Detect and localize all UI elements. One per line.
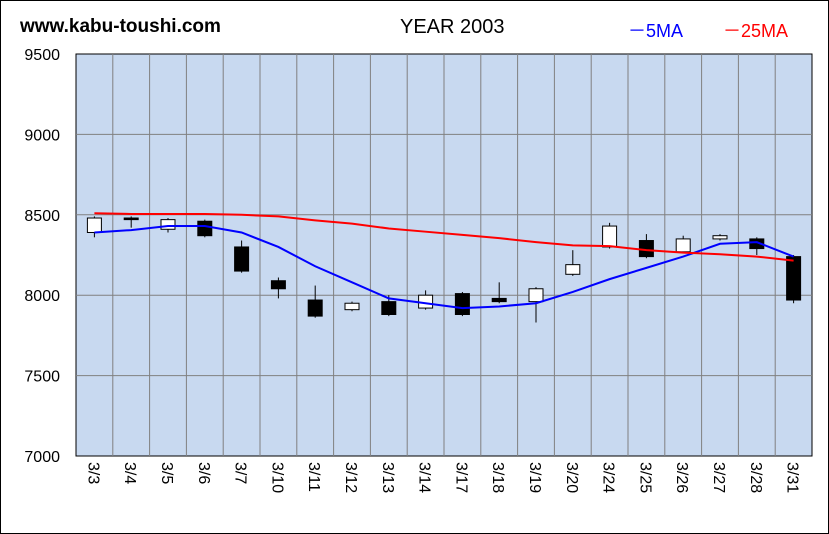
x-tick-label: 3/10: [268, 462, 285, 493]
x-tick-label: 3/4: [121, 462, 138, 484]
candle-down: [491, 297, 507, 303]
candles: [86, 216, 802, 323]
x-tick-label: 3/24: [600, 462, 617, 493]
grid: [76, 54, 812, 456]
x-tick-label: 3/28: [747, 462, 764, 493]
candle-down: [638, 240, 654, 258]
x-tick-label: 3/17: [452, 462, 469, 493]
y-tick-label: 7500: [24, 369, 60, 386]
candle-down: [381, 301, 397, 315]
candle-down: [197, 220, 213, 237]
candle-up: [160, 219, 176, 230]
x-tick-label: 3/31: [784, 462, 801, 493]
chart-title: YEAR 2003: [400, 16, 505, 38]
legend-25ma: －25MA: [723, 21, 789, 41]
y-tick-label: 9500: [24, 47, 60, 64]
y-tick-label: 9000: [24, 127, 60, 144]
candle-up: [528, 288, 544, 303]
candle-down: [786, 256, 802, 301]
y-tick-label: 7000: [24, 449, 60, 466]
ma-line-25ma: [94, 212, 794, 262]
candle-down: [270, 280, 286, 290]
candle-up: [712, 235, 728, 240]
candle-down: [307, 299, 323, 317]
x-tick-label: 3/27: [710, 462, 727, 493]
candle-down: [454, 293, 470, 315]
candle-up: [675, 238, 691, 253]
x-tick-label: 3/13: [379, 462, 396, 493]
candle-down: [234, 246, 250, 272]
candle-up: [565, 264, 581, 275]
x-tick-label: 3/14: [416, 462, 433, 493]
x-axis-ticks: 3/3 3/4 3/5 3/6 3/7 3/10 3/11 3/12 3/13 3/14 3/17 3…: [84, 462, 800, 493]
x-tick-label: 3/7: [232, 462, 249, 484]
x-tick-label: 3/18: [489, 462, 506, 493]
ma-lines: [94, 212, 794, 310]
y-tick-label: 8500: [24, 208, 60, 225]
x-tick-label: 3/5: [158, 462, 175, 484]
candle-up: [86, 217, 102, 233]
x-tick-label: 3/3: [84, 462, 101, 484]
site-title: www.kabu-toushi.com: [20, 16, 221, 37]
legend-5ma: －5MA: [628, 21, 684, 41]
y-axis-ticks: 9500 9000 8500 8000 7500 7000: [24, 47, 60, 466]
candle-down: [749, 238, 765, 250]
y-tick-label: 8000: [24, 288, 60, 305]
x-tick-label: 3/20: [563, 462, 580, 493]
x-tick-label: 3/25: [636, 462, 653, 493]
candle-up: [344, 302, 360, 311]
x-tick-label: 3/6: [195, 462, 212, 484]
ma-line-5ma: [94, 225, 794, 310]
x-tick-label: 3/11: [305, 462, 322, 492]
candle-up: [602, 225, 618, 248]
x-tick-label: 3/26: [673, 462, 690, 493]
x-tick-label: 3/12: [342, 462, 359, 493]
candle-down: [123, 217, 139, 221]
x-tick-label: 3/19: [526, 462, 543, 493]
